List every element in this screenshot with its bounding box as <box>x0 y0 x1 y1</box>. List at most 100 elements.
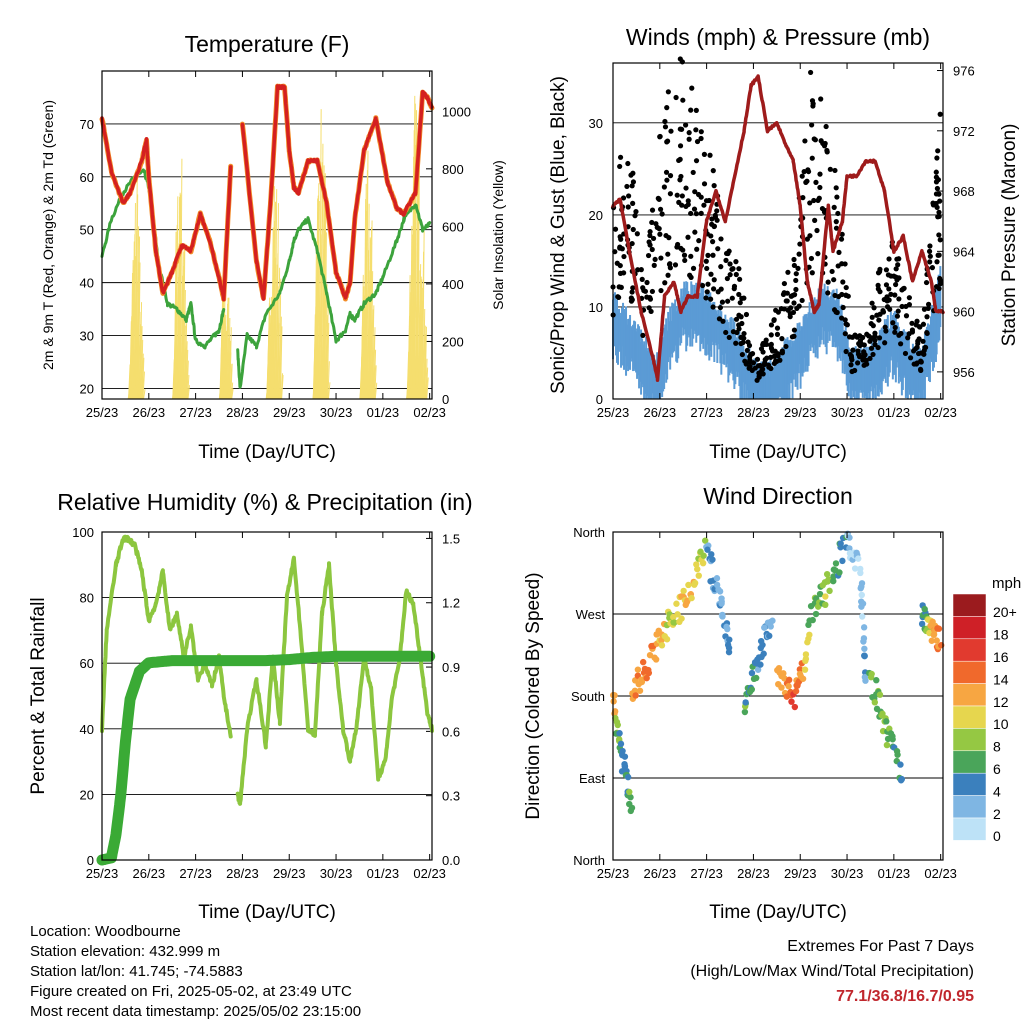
station-latlon: Station lat/lon: 41.745; -74.5883 <box>30 963 243 980</box>
humidity-xtick-label: 27/23 <box>179 866 212 881</box>
gust-point <box>934 185 940 192</box>
gust-point <box>803 179 809 185</box>
humidity-ytick-label: 20 <box>80 787 94 802</box>
gust-point <box>892 329 898 335</box>
gust-point <box>688 210 694 217</box>
gust-point <box>639 276 645 282</box>
direction-xtick-label: 28/23 <box>737 866 770 881</box>
wind-direction-point <box>634 666 642 673</box>
gust-point <box>665 251 671 257</box>
colorbar-swatch <box>952 795 987 819</box>
temperature-ylabel-left: 2m & 9m T (Red, Orange) & 2m Td (Green) <box>40 100 56 370</box>
gust-point <box>693 127 699 133</box>
solar-insolation-line <box>370 271 374 400</box>
solar-insolation-line <box>370 220 373 400</box>
gust-point <box>823 123 829 130</box>
solar-insolation-line <box>139 302 143 400</box>
wind-direction-point <box>897 761 904 768</box>
gust-point <box>685 201 691 208</box>
humidity-xtick-label: 29/23 <box>273 866 306 881</box>
wind-direction-point <box>802 651 810 658</box>
gust-point <box>871 305 877 311</box>
gust-point <box>628 295 634 301</box>
gust-point <box>621 270 627 276</box>
colorbar-label: 14 <box>993 671 1009 687</box>
gust-point <box>701 202 707 208</box>
temperature-xtick-label: 26/23 <box>133 405 166 420</box>
gust-point <box>667 265 673 271</box>
gust-point <box>661 184 667 190</box>
solar-insolation-line <box>369 226 372 400</box>
gust-point <box>885 272 891 278</box>
gust-point <box>618 236 624 242</box>
wind-direction-point <box>626 788 633 796</box>
solar-insolation-line <box>423 325 426 400</box>
temperature-ytick-label: 70 <box>80 117 94 132</box>
gust-point <box>805 167 811 173</box>
gust-point <box>710 239 716 245</box>
wind-direction-point <box>862 677 869 684</box>
gust-point <box>774 358 780 364</box>
station-elevation: Station elevation: 432.999 m <box>30 943 221 960</box>
winds-xtick-label: 02/23 <box>924 405 957 420</box>
gust-point <box>738 314 744 320</box>
gust-point <box>893 281 899 288</box>
gust-point <box>802 138 808 144</box>
gust-point <box>665 272 671 278</box>
solar-insolation-line <box>185 349 189 400</box>
gust-point <box>667 173 674 179</box>
solar-insolation-line <box>185 341 188 400</box>
gust-point <box>726 248 732 254</box>
gust-point <box>818 96 824 102</box>
gust-point <box>829 268 835 275</box>
data-timestamp: Most recent data timestamp: 2025/05/02 2… <box>30 1003 362 1020</box>
gust-point <box>790 309 797 316</box>
wind-direction-point <box>678 615 685 622</box>
gust-point <box>698 210 704 216</box>
solar-insolation-line <box>186 360 189 400</box>
gust-point <box>861 342 867 348</box>
colorbar-swatch <box>952 616 987 640</box>
gust-point <box>710 304 716 310</box>
gust-point <box>658 255 664 261</box>
gust-point <box>906 301 913 308</box>
gust-point <box>698 194 704 200</box>
wind-direction-point <box>643 674 650 682</box>
solar-insolation-line <box>141 357 145 400</box>
direction-ytick-label: North <box>573 525 605 540</box>
gust-point <box>667 191 673 197</box>
direction-ytick-label: East <box>579 771 605 786</box>
wind-direction-point <box>778 684 785 691</box>
winds-frame <box>612 62 944 400</box>
wind-direction-point <box>754 666 762 673</box>
humidity-ytick-label: 60 <box>80 656 94 671</box>
gust-point <box>937 237 943 243</box>
gust-point <box>894 256 900 262</box>
gust-point <box>896 296 902 302</box>
wind-direction-point <box>619 747 626 755</box>
gust-point <box>625 160 631 167</box>
station-location: Location: Woodbourne <box>30 923 181 940</box>
gust-point <box>800 195 806 201</box>
solar-insolation-line <box>178 192 181 400</box>
gust-point <box>933 179 940 185</box>
gust-point <box>909 320 915 326</box>
gust-point <box>699 282 706 289</box>
gust-point <box>785 269 791 275</box>
wind-direction-point <box>760 650 767 657</box>
gust-point <box>757 362 763 369</box>
wind-direction-point <box>704 546 711 553</box>
winds-y2tick-label: 968 <box>953 184 975 199</box>
wind-direction-point <box>928 637 935 644</box>
solar-insolation-line <box>230 363 233 400</box>
wind-direction-point <box>610 698 617 705</box>
solar-insolation-line <box>280 373 284 400</box>
gust-point <box>677 177 683 183</box>
wind-direction-point <box>685 581 692 589</box>
wind-direction-point <box>799 675 807 682</box>
gust-point <box>809 155 815 161</box>
solar-insolation-line <box>326 322 330 400</box>
gust-point <box>630 179 637 185</box>
gust-point <box>793 271 799 277</box>
